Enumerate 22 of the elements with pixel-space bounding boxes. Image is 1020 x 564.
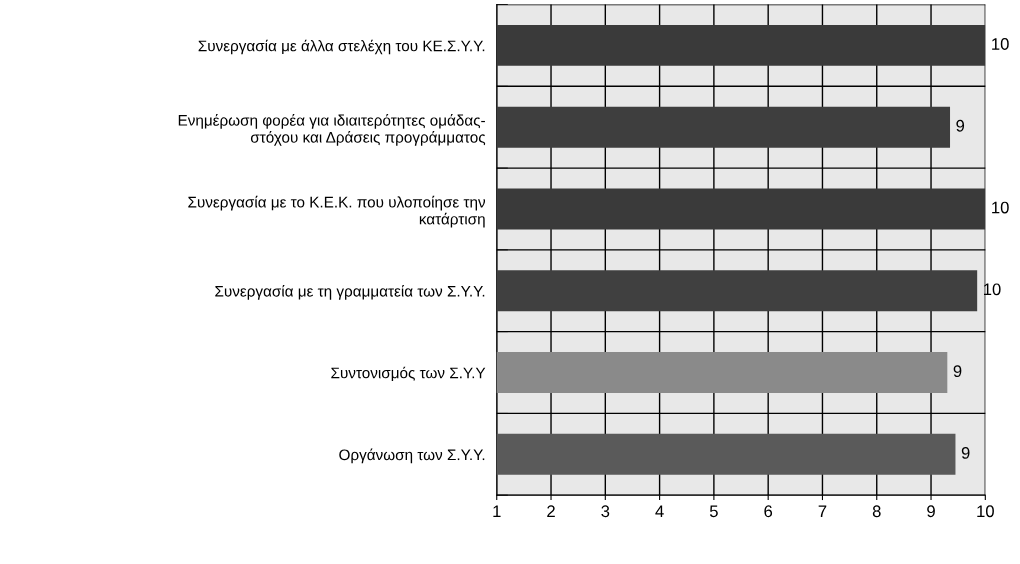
data-label: 9	[961, 446, 970, 459]
y-tick-label: Ενημέρωση φορέα για ιδιαιτερότητες ομάδας- στόχου και Δράσεις προγράμματος	[178, 114, 486, 146]
data-label: 10	[984, 283, 1001, 296]
x-tick-label: 8	[872, 505, 881, 518]
data-label: 9	[956, 119, 965, 132]
y-tick-label: Συνεργασία με τη γραμματεία των Σ.Υ.Υ.	[215, 284, 485, 300]
x-tick-label: 10	[977, 505, 994, 518]
x-tick-label: 4	[655, 505, 664, 517]
x-tick-label: 9	[927, 505, 935, 518]
y-tick-label: Οργάνωση των Σ.Υ.Υ.	[339, 448, 485, 464]
data-label: 10	[992, 201, 1009, 214]
y-tick-label: Συνεργασία με το Κ.Ε.Κ. που υλοποίησε την κατάρτιση	[188, 195, 486, 228]
x-tick-label: 2	[547, 505, 555, 517]
y-tick-label: Συνεργασία με άλλα στελέχη του ΚΕ.Σ.Υ.Υ.	[198, 39, 485, 55]
x-tick-label: 1	[493, 505, 501, 517]
x-tick-label: 3	[601, 505, 610, 518]
data-label: 10	[992, 38, 1009, 50]
data-label: 9	[953, 365, 962, 377]
x-tick-label: 7	[818, 505, 827, 517]
y-tick-label: Συντονισμός των Σ.Υ.Υ	[331, 366, 486, 382]
x-tick-label: 5	[709, 505, 718, 518]
x-tick-label: 6	[764, 505, 773, 518]
